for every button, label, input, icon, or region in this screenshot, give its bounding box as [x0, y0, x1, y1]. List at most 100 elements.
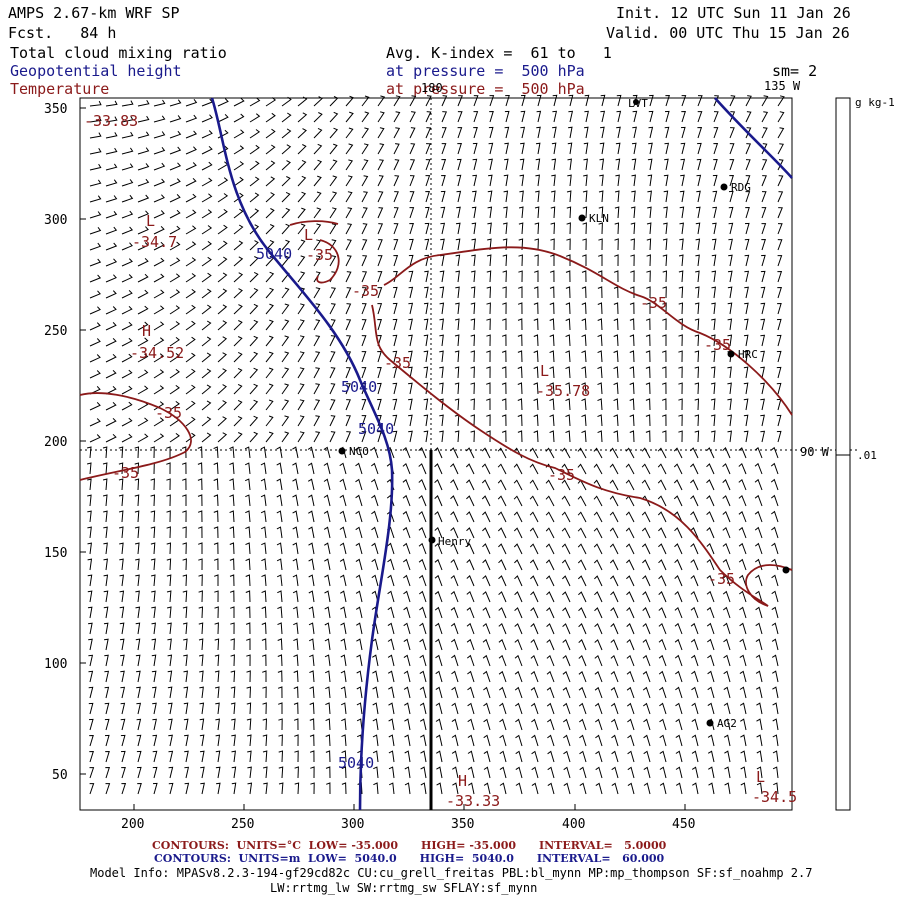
wind-barb: [579, 766, 587, 779]
wind-barb: [546, 591, 555, 603]
wind-barb: [233, 224, 244, 235]
wind-barb: [501, 350, 507, 363]
wind-barb: [246, 686, 252, 699]
wind-barb: [423, 350, 429, 363]
wind-barb: [313, 207, 322, 219]
wind-barb: [150, 574, 156, 587]
wind-barb: [692, 782, 699, 795]
wind-barb: [533, 366, 539, 379]
wind-barb: [345, 303, 352, 315]
wind-barb: [361, 95, 370, 107]
wind-barb: [690, 495, 699, 507]
wind-barb: [497, 495, 507, 507]
wind-barb: [217, 240, 228, 251]
wind-barb: [339, 510, 347, 523]
wind-barb: [420, 750, 427, 763]
wind-barb: [615, 158, 621, 171]
wind-barb: [166, 542, 172, 555]
wind-barb: [419, 686, 427, 699]
wind-barb: [567, 158, 572, 171]
wind-barb: [581, 414, 587, 427]
wind-barb: [562, 607, 571, 619]
wind-barb: [419, 638, 427, 651]
wind-barb: [247, 750, 252, 763]
wind-barb: [423, 414, 429, 427]
wind-barb: [641, 447, 651, 459]
wind-barb: [261, 606, 267, 619]
wind-barb: [423, 398, 429, 411]
wind-barb: [388, 782, 395, 795]
wind-barb: [777, 239, 783, 251]
wind-barb: [518, 238, 524, 251]
wind-barb: [198, 622, 204, 635]
wind-barb: [593, 447, 603, 459]
wind-barb: [182, 494, 187, 506]
wind-barb: [403, 686, 411, 699]
wind-barb: [356, 702, 363, 715]
wind-barb: [627, 718, 635, 731]
height-label: 5040: [358, 420, 394, 438]
wind-barb: [729, 111, 736, 123]
wind-barb: [450, 622, 459, 635]
wind-barb: [441, 111, 448, 123]
wind-barb: [345, 255, 352, 267]
wind-barb: [674, 638, 683, 651]
wind-barb: [534, 238, 539, 251]
wind-barb: [440, 190, 446, 203]
x-tick-label: 300: [341, 817, 364, 832]
wind-barb: [673, 463, 683, 475]
wind-barb: [466, 559, 475, 571]
temp-contour-info: CONTOURS: UNITS=°C LOW= -35.000 HIGH= -3…: [152, 839, 667, 852]
wind-barb: [600, 126, 605, 139]
wind-barb: [643, 702, 651, 715]
wind-barb: [547, 766, 555, 779]
wind-barb: [722, 463, 731, 475]
wind-barb: [136, 718, 142, 731]
wind-barb: [727, 414, 732, 427]
wind-barb: [217, 288, 228, 299]
wind-barb: [215, 702, 220, 715]
wind-barb: [777, 255, 783, 267]
wind-barb: [329, 287, 336, 299]
wind-barb: [277, 638, 283, 651]
wind-barb: [597, 334, 603, 347]
wind-barb: [120, 702, 126, 715]
wind-barb: [403, 606, 411, 619]
wind-barb: [770, 478, 779, 491]
wind-barb: [341, 766, 347, 779]
wind-barb: [292, 478, 299, 491]
wind-barb: [345, 271, 352, 283]
wind-barb: [249, 287, 259, 299]
wind-barb: [723, 654, 731, 667]
wind-barb: [498, 638, 507, 651]
wind-barb: [745, 191, 751, 203]
wind-barb: [697, 142, 702, 155]
wind-barb: [547, 718, 555, 731]
wind-barb: [707, 654, 715, 667]
wind-barb: [105, 401, 117, 411]
wind-barb: [631, 174, 636, 187]
wind-barb: [626, 686, 635, 699]
wind-barb: [121, 782, 127, 795]
wind-barb: [513, 463, 523, 475]
wind-barb: [105, 369, 117, 379]
wind-barb: [482, 543, 491, 555]
wind-barb: [723, 622, 731, 635]
wind-barb: [549, 302, 555, 315]
wind-barb: [728, 254, 733, 267]
wind-barb: [230, 622, 235, 635]
wind-barb: [581, 318, 587, 331]
wind-barb: [277, 606, 283, 619]
wind-barb: [423, 430, 429, 443]
wind-barb: [297, 191, 307, 203]
wind-barb: [707, 702, 715, 715]
wind-barb: [249, 113, 261, 123]
wind-barb: [265, 367, 274, 379]
wind-barb: [760, 286, 766, 299]
wind-barb: [466, 495, 475, 507]
wind-barb: [454, 334, 460, 347]
wind-barb: [377, 127, 385, 139]
wind-barb: [233, 304, 243, 315]
wind-barb: [761, 254, 766, 267]
wind-barb: [562, 591, 571, 603]
